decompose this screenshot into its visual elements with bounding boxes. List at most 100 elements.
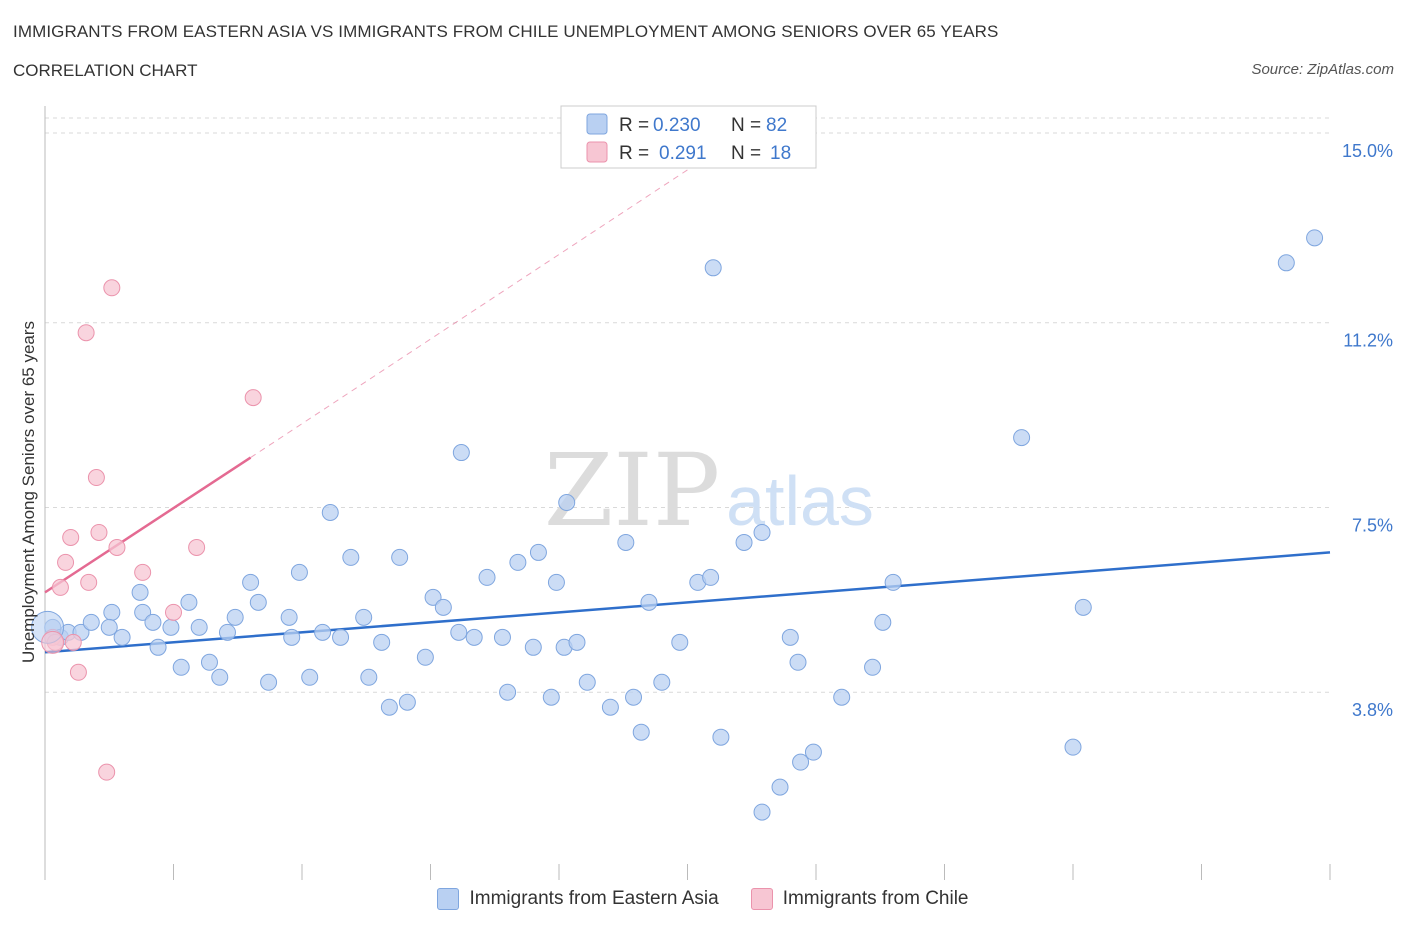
y-tick-labels: 3.8% 7.5% 11.2% 15.0% <box>1342 141 1393 720</box>
point-blue <box>542 688 560 706</box>
legend-label-chile: Immigrants from Chile <box>782 888 969 909</box>
point-blue <box>249 593 267 611</box>
point-blue <box>509 553 527 571</box>
point-blue <box>781 628 799 646</box>
legend-item-eastern-asia: Immigrants from Eastern Asia <box>437 888 719 910</box>
legend-swatch-pink <box>750 888 773 910</box>
point-blue <box>200 653 218 671</box>
point-blue <box>833 688 851 706</box>
data-points <box>31 229 1324 821</box>
point-blue <box>558 493 576 511</box>
axes <box>44 106 1331 880</box>
point-blue <box>391 548 409 566</box>
point-blue <box>478 568 496 586</box>
point-blue <box>211 668 229 686</box>
point-blue <box>149 638 167 656</box>
point-blue <box>103 603 121 621</box>
point-blue <box>416 648 434 666</box>
point-blue <box>172 658 190 676</box>
stats-n-label-1: N = <box>731 115 761 136</box>
watermark-zip: ZIP <box>544 432 720 549</box>
point-blue <box>321 503 339 521</box>
point-blue <box>450 623 468 641</box>
point-pink <box>87 469 105 487</box>
point-blue <box>290 563 308 581</box>
point-pink <box>69 663 87 681</box>
point-blue <box>702 568 720 586</box>
point-blue <box>1013 429 1031 447</box>
point-blue <box>332 628 350 646</box>
stats-r-label-1: R = <box>619 115 649 136</box>
chart-subtitle: CORRELATION CHART <box>13 61 198 80</box>
legend-swatch-blue <box>437 888 460 910</box>
point-blue <box>547 573 565 591</box>
point-pink <box>62 528 80 546</box>
point-pink <box>77 324 95 342</box>
watermark-atlas: atlas <box>726 462 874 540</box>
point-pink-cluster <box>41 630 65 654</box>
point-blue <box>260 673 278 691</box>
trend-line-pink <box>44 456 252 594</box>
point-pink <box>108 538 126 556</box>
point-blue <box>424 588 442 606</box>
point-blue <box>398 693 416 711</box>
point-blue <box>1074 598 1092 616</box>
point-pink <box>103 279 121 297</box>
y-tick-label: 15.0% <box>1342 141 1393 161</box>
point-blue <box>529 543 547 561</box>
point-blue <box>792 753 810 771</box>
point-blue <box>226 608 244 626</box>
stats-legend-pink-swatch <box>586 141 608 163</box>
y-tick-label: 3.8% <box>1352 700 1393 720</box>
source-label: Source: ZipAtlas.com <box>1251 61 1394 78</box>
point-blue <box>131 583 149 601</box>
point-blue <box>218 623 236 641</box>
trend-line-blue <box>44 551 1331 654</box>
legend-label-eastern-asia: Immigrants from Eastern Asia <box>469 888 719 909</box>
point-pink <box>244 389 262 407</box>
point-blue <box>568 633 586 651</box>
point-blue <box>874 613 892 631</box>
point-blue <box>632 723 650 741</box>
point-blue <box>884 573 902 591</box>
point-blue <box>314 623 332 641</box>
point-blue <box>283 628 301 646</box>
watermark: ZIP atlas <box>544 432 874 549</box>
chart-title: IMMIGRANTS FROM EASTERN ASIA VS IMMIGRAN… <box>13 22 999 41</box>
point-blue <box>82 613 100 631</box>
point-blue <box>373 633 391 651</box>
point-blue <box>601 698 619 716</box>
trend-line-extension <box>250 152 714 458</box>
point-blue <box>640 593 658 611</box>
y-axis-label: Unemployment Among Seniors over 65 years <box>19 321 38 663</box>
point-blue <box>100 618 118 636</box>
point-pink <box>64 633 82 651</box>
point-pink <box>165 603 182 621</box>
point-blue <box>355 608 373 626</box>
bottom-legend: Immigrants from Eastern Asia Immigrants … <box>0 888 1406 910</box>
point-blue <box>735 533 753 551</box>
grid-lines <box>45 117 1330 693</box>
point-blue <box>524 638 542 656</box>
point-blue <box>452 444 470 462</box>
point-blue <box>789 653 807 671</box>
point-blue <box>753 523 771 541</box>
stats-legend: R = 0.230 N = 82 R = 0.291 N = 18 <box>560 105 817 169</box>
stats-r-value-2: 0.291 <box>659 143 707 164</box>
point-blue <box>804 743 822 761</box>
y-tick-label: 11.2% <box>1343 331 1393 351</box>
stats-r-value-1: 0.230 <box>653 115 701 136</box>
point-blue <box>771 778 789 796</box>
point-blue <box>671 633 689 651</box>
point-blue <box>1306 229 1324 247</box>
point-blue <box>242 573 260 591</box>
legend-item-chile: Immigrants from Chile <box>750 888 969 910</box>
point-blue <box>465 628 483 646</box>
point-blue <box>1277 254 1295 272</box>
scatter-chart: ZIP atlas 3.8%7.5%11.2%15.0% 0.0%50.0% U… <box>19 105 1393 880</box>
point-blue <box>134 603 152 621</box>
stats-n-value-2: 18 <box>770 143 791 164</box>
point-blue <box>144 613 162 631</box>
trend-lines <box>44 152 1331 654</box>
point-blue <box>712 728 730 746</box>
